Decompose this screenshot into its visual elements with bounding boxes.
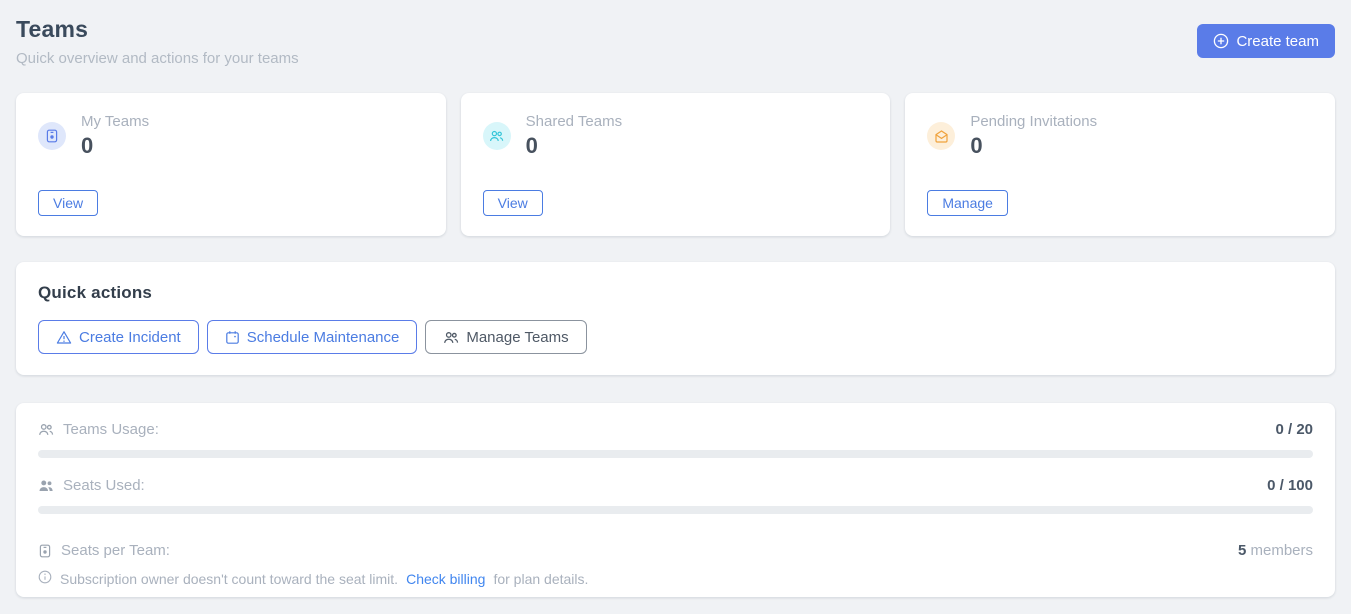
warning-triangle-icon [56,330,72,345]
schedule-maintenance-button[interactable]: Schedule Maintenance [206,320,418,354]
pending-invitations-card: Pending Invitations 0 Manage [905,93,1335,236]
note-text-after: for plan details. [493,570,589,587]
seats-per-team-label-group: Seats per Team: [38,542,170,559]
pending-invitations-label: Pending Invitations [970,113,1098,130]
calendar-icon [225,330,240,345]
pending-invitations-manage-button[interactable]: Manage [927,190,1008,216]
seats-per-team-value: 5 members [1238,542,1313,559]
create-incident-button[interactable]: Create Incident [38,320,199,354]
create-team-label: Create team [1236,32,1319,50]
my-teams-card-top: My Teams 0 [38,113,424,159]
teams-usage-value: 0 / 20 [1275,421,1313,438]
usage-card: Teams Usage: 0 / 20 Seats Used: 0 [16,403,1335,597]
shared-teams-card-top: Shared Teams 0 [482,113,869,159]
create-team-button[interactable]: Create team [1197,24,1335,58]
page-header: Teams Quick overview and actions for you… [16,16,1335,67]
my-teams-value: 0 [81,133,94,158]
my-teams-card: My Teams 0 View [16,93,446,236]
id-badge-icon [38,122,66,150]
users-filled-icon [38,478,54,493]
quick-actions-card: Quick actions Create Incident [16,262,1335,375]
my-teams-view-button[interactable]: View [38,190,99,216]
pending-invitations-card-top: Pending Invitations 0 [927,113,1313,159]
seats-used-value: 0 / 100 [1267,477,1313,494]
create-incident-label: Create Incident [79,328,181,346]
seats-used-progress-bar [38,506,1313,514]
seats-per-team-unit: members [1246,542,1313,559]
quick-actions-title: Quick actions [38,283,153,302]
envelope-open-icon [927,122,956,150]
seats-per-team-number: 5 [1237,542,1247,559]
shared-teams-label: Shared Teams [525,113,623,130]
teams-usage-progress-bar [38,450,1313,458]
users-icon [482,122,511,150]
schedule-maintenance-label: Schedule Maintenance [246,328,400,346]
shared-teams-value: 0 [525,133,538,158]
pending-invitations-text: Pending Invitations 0 [970,113,1097,159]
quick-actions-buttons: Create Incident Schedule Maintenance [38,320,1313,354]
seats-used-label: Seats Used: [63,477,145,494]
shared-teams-text: Shared Teams 0 [526,113,622,159]
manage-teams-button[interactable]: Manage Teams [425,320,587,354]
id-badge-icon [38,544,52,558]
seats-used-row: Seats Used: 0 / 100 [38,477,1313,494]
note-text-before: Subscription owner doesn't count toward … [60,570,399,587]
seats-per-team-label: Seats per Team: [61,542,170,559]
pending-invitations-value: 0 [970,133,983,158]
info-circle-icon [38,570,52,587]
teams-usage-row: Teams Usage: 0 / 20 [38,421,1313,438]
check-billing-link[interactable]: Check billing [406,570,486,587]
seat-limit-note: Subscription owner doesn't count toward … [38,570,1313,587]
seats-per-team-row: Seats per Team: 5 members [38,542,1313,559]
shared-teams-view-button[interactable]: View [482,190,543,216]
teams-usage-label-group: Teams Usage: [38,421,159,438]
my-teams-text: My Teams 0 [81,113,149,159]
plus-circle-icon [1213,33,1229,49]
page-title: Teams [16,16,89,42]
page-subtitle: Quick overview and actions for your team… [16,50,299,67]
my-teams-label: My Teams [81,113,150,130]
manage-teams-label: Manage Teams [466,328,569,346]
users-outline-icon [38,422,54,437]
page-header-text: Teams Quick overview and actions for you… [16,16,299,67]
shared-teams-card: Shared Teams 0 View [460,93,891,236]
users-icon [443,330,459,345]
seats-used-label-group: Seats Used: [38,477,145,494]
teams-usage-label: Teams Usage: [63,421,159,438]
stat-cards-row: My Teams 0 View Shared Teams [16,93,1335,236]
